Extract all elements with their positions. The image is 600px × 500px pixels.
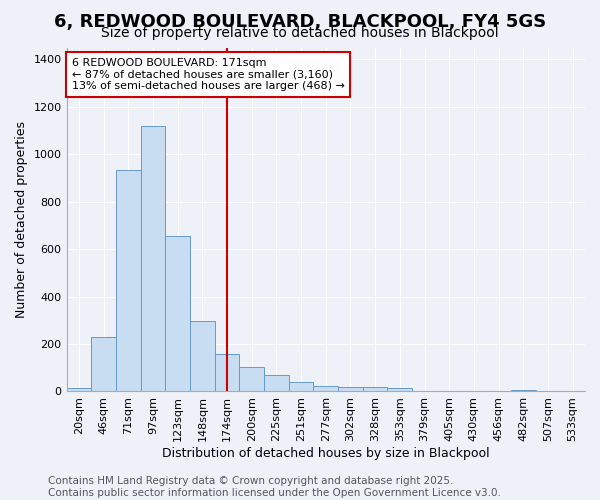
Bar — [289, 382, 313, 392]
Y-axis label: Number of detached properties: Number of detached properties — [15, 121, 28, 318]
Bar — [388, 388, 412, 392]
Bar — [313, 386, 338, 392]
Bar — [215, 354, 239, 392]
Text: 6, REDWOOD BOULEVARD, BLACKPOOL, FY4 5GS: 6, REDWOOD BOULEVARD, BLACKPOOL, FY4 5GS — [54, 12, 546, 30]
X-axis label: Distribution of detached houses by size in Blackpool: Distribution of detached houses by size … — [162, 447, 490, 460]
Bar — [363, 387, 388, 392]
Bar — [190, 322, 215, 392]
Bar — [140, 126, 165, 392]
Text: Size of property relative to detached houses in Blackpool: Size of property relative to detached ho… — [101, 26, 499, 40]
Bar — [239, 366, 264, 392]
Bar — [264, 376, 289, 392]
Bar — [511, 390, 536, 392]
Bar — [165, 236, 190, 392]
Text: Contains HM Land Registry data © Crown copyright and database right 2025.
Contai: Contains HM Land Registry data © Crown c… — [48, 476, 501, 498]
Text: 6 REDWOOD BOULEVARD: 171sqm
← 87% of detached houses are smaller (3,160)
13% of : 6 REDWOOD BOULEVARD: 171sqm ← 87% of det… — [72, 58, 344, 91]
Bar — [338, 386, 363, 392]
Bar — [91, 338, 116, 392]
Bar — [116, 170, 140, 392]
Bar — [67, 388, 91, 392]
